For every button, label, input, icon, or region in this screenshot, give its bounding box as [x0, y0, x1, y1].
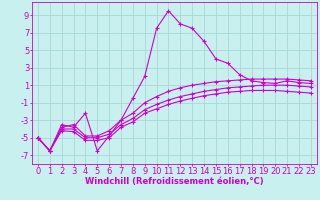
- X-axis label: Windchill (Refroidissement éolien,°C): Windchill (Refroidissement éolien,°C): [85, 177, 264, 186]
